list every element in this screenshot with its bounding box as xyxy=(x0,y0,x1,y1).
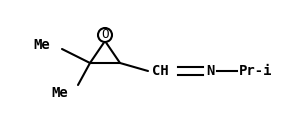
Text: CH: CH xyxy=(152,64,169,78)
Text: Me: Me xyxy=(33,38,50,52)
Text: N: N xyxy=(206,64,214,78)
Text: Pr-i: Pr-i xyxy=(239,64,272,78)
Text: Me: Me xyxy=(51,86,68,100)
Circle shape xyxy=(98,28,112,42)
Text: O: O xyxy=(101,29,109,42)
